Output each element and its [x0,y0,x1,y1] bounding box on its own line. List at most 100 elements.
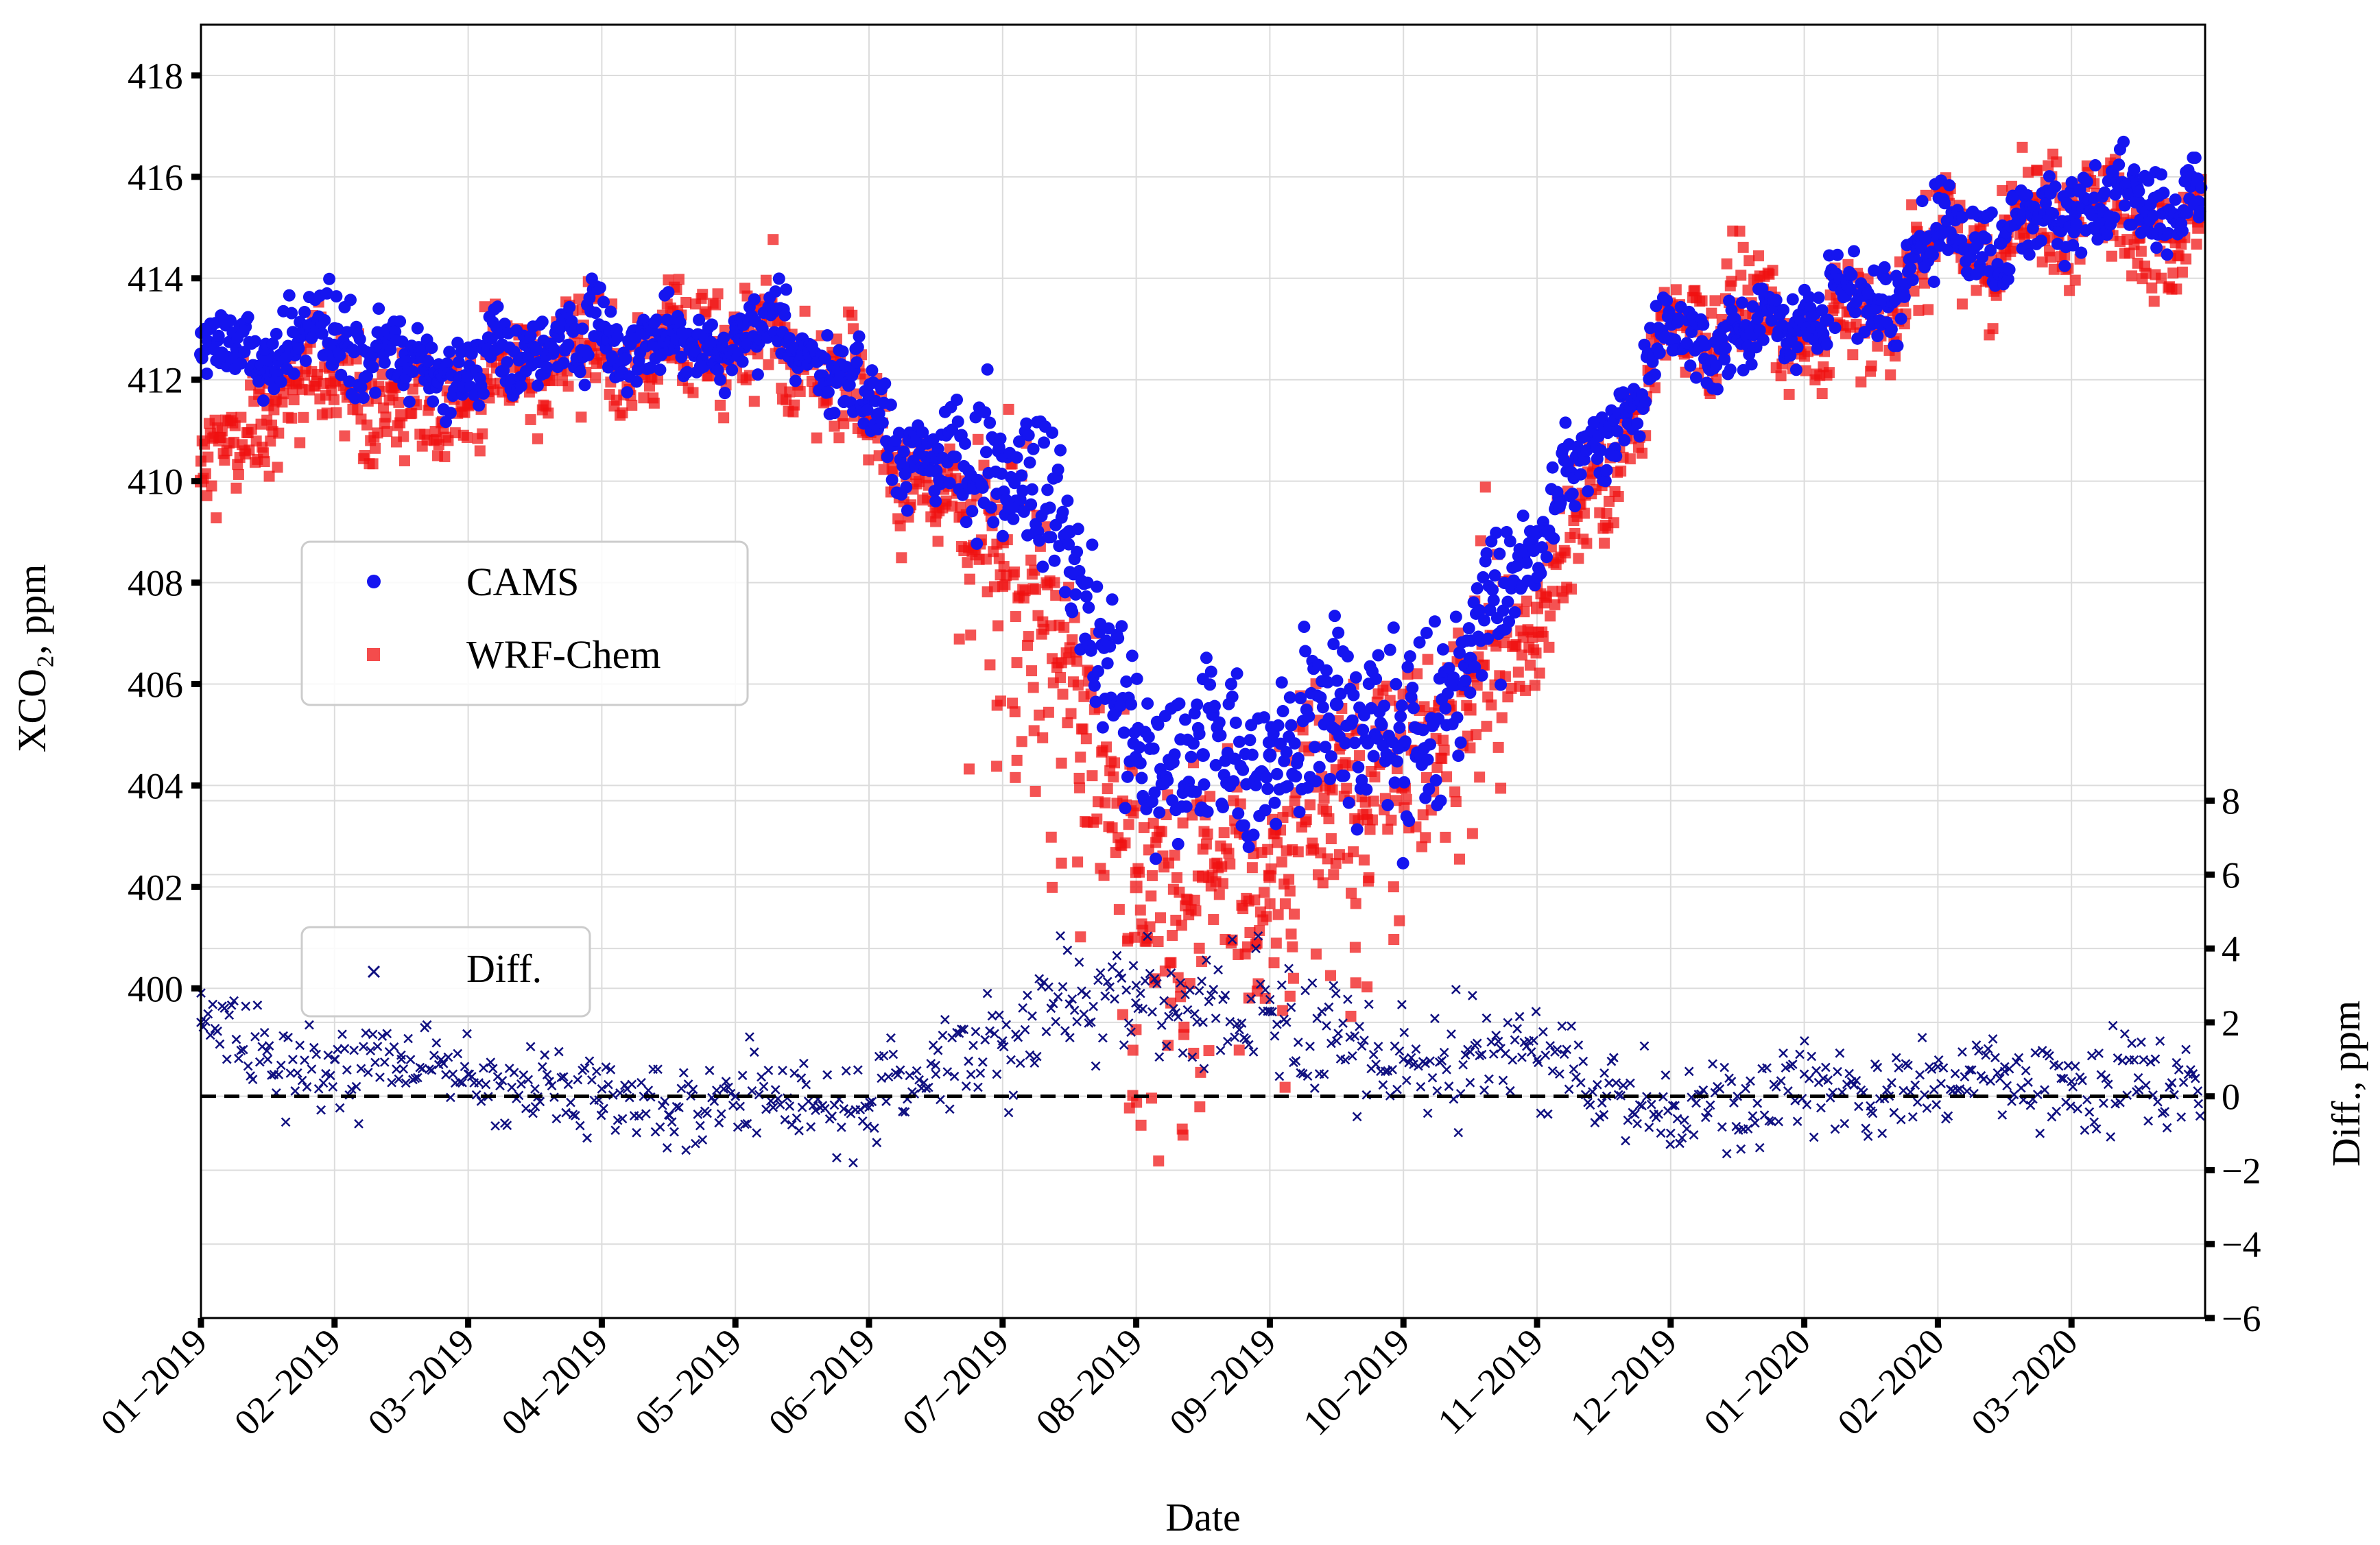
cams-point [1125,698,1138,711]
cams-point [976,481,989,494]
diff-point [1588,1087,1597,1097]
diff-point [1802,1099,1812,1110]
diff-point [530,1084,540,1094]
cams-point [1718,352,1731,366]
diff-point [1658,1092,1668,1102]
wrf-chem-point [1581,538,1593,549]
wrf-chem-point [294,437,306,448]
wrf-chem-point [1744,255,1755,267]
cams-point [1388,776,1401,789]
cams-point [573,366,586,379]
cams-point [654,363,667,376]
cams-point [655,348,668,361]
wrf-chem-point [298,411,309,423]
diff-point [604,1079,613,1090]
diff-point [356,1064,366,1074]
diff-point [798,1058,809,1068]
cams-point [611,331,624,344]
cams-point [1661,294,1674,307]
cams-point [1439,702,1452,715]
wrf-chem-point [643,381,655,392]
diff-point [382,1029,392,1039]
wrf-chem-point [799,305,811,317]
diff-point [490,1121,501,1131]
diff-point [1501,1049,1510,1059]
cams-point [403,395,416,408]
wrf-chem-point [1569,528,1581,540]
diff-point [698,1135,708,1145]
diff-point [1540,1050,1551,1060]
wrf-chem-point [1019,585,1031,597]
wrf-chem-point [200,468,211,479]
diff-point [377,1031,388,1042]
wrf-chem-point [932,536,944,547]
cams-point [644,361,657,374]
cams-point [1995,237,2008,250]
diff-point [1152,979,1162,989]
cams-point [292,342,305,355]
diff-point [1729,1098,1739,1107]
diff-point [215,1039,225,1049]
wrf-chem-point [1086,770,1098,782]
diff-point [653,1064,663,1075]
cams-point [1260,771,1273,784]
cams-point [384,343,397,356]
wrf-chem-point [1368,795,1379,807]
diff-point [1263,1006,1273,1016]
cams-point [900,481,913,494]
diff-point [278,1031,289,1041]
wrf-chem-point [1065,708,1077,719]
diff-point [1041,1027,1051,1037]
cams-point [1421,753,1434,766]
diff-point [1150,974,1160,984]
wrf-chem-point [1122,933,1134,944]
wrf-chem-point [2140,267,2152,279]
wrf-chem-point [1453,627,1464,639]
wrf-chem-point [1244,927,1256,939]
diff-point [1319,1069,1329,1079]
wrf-chem-point [673,274,685,285]
cams-point [866,364,879,377]
wrf-chem-point [1235,798,1246,810]
wrf-chem-point [265,435,276,447]
wrf-chem-point [1441,771,1453,782]
wrf-chem-point [964,573,975,585]
cams-point [631,363,644,376]
diff-point [971,1027,981,1037]
cams-point [996,529,1009,542]
diff-point [292,1068,302,1078]
cams-point [1283,691,1296,704]
diff-point [1411,1044,1421,1054]
wrf-chem-point [230,482,242,494]
wrf-chem-point [1243,992,1254,1004]
cams-point [266,337,279,350]
cams-point [477,387,490,400]
cams-point [1350,823,1364,836]
wrf-chem-point [1496,712,1508,723]
diff-point [295,1040,305,1051]
diff-point [1736,1144,1746,1154]
diff-point [796,1073,807,1083]
diff-point [528,1108,538,1118]
wrf-chem-point [831,333,842,345]
wrf-chem-point [1279,1081,1291,1093]
diff-point [248,1075,258,1085]
cams-point [1302,710,1316,723]
cams-point [717,331,730,344]
diff-point [1444,1081,1454,1091]
cams-point [2176,224,2189,237]
diff-point [328,1081,338,1092]
cams-point [1879,273,1892,286]
wrf-chem-point [372,427,383,439]
diff-point [1084,1018,1094,1028]
cams-point [748,293,761,306]
cams-point [1503,535,1516,548]
diff-point [923,1082,933,1092]
diff-point [1634,1100,1645,1110]
wrf-chem-point [449,427,461,439]
cams-point [1324,773,1337,786]
wrf-chem-point [1072,856,1084,867]
diff-point [1467,990,1477,1001]
wrf-chem-point [1130,1024,1142,1035]
cams-point [822,385,835,398]
